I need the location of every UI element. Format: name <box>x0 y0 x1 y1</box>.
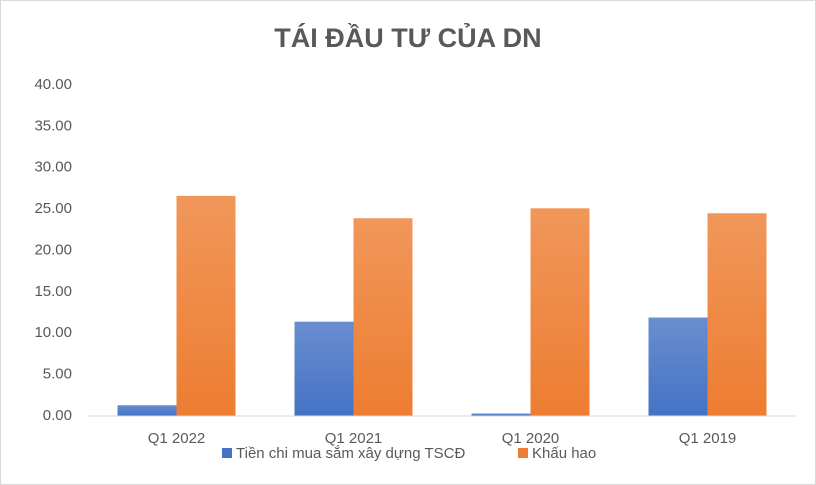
y-tick-label: 20.00 <box>34 241 72 258</box>
bar <box>530 208 590 416</box>
bar <box>707 213 767 416</box>
y-tick-label: 15.00 <box>34 283 72 300</box>
y-tick-label: 5.00 <box>43 366 72 383</box>
legend-swatch <box>518 448 528 458</box>
y-tick-label: 40.00 <box>34 76 72 93</box>
y-tick-label: 10.00 <box>34 324 72 341</box>
y-tick-label: 0.00 <box>43 407 72 424</box>
bar <box>471 413 531 416</box>
y-tick-label: 35.00 <box>34 117 72 134</box>
bar <box>294 321 354 416</box>
legend-label: Khấu hao <box>532 445 596 462</box>
bar <box>117 405 177 416</box>
x-tick-label: Q1 2021 <box>325 430 383 447</box>
y-tick-label: 25.00 <box>34 200 72 217</box>
x-tick-label: Q1 2020 <box>502 430 560 447</box>
y-tick-label: 30.00 <box>34 159 72 176</box>
legend-swatch <box>222 448 232 458</box>
x-tick-label: Q1 2019 <box>679 430 737 447</box>
legend-label: Tiền chi mua sắm xây dựng TSCĐ <box>236 445 465 462</box>
bar <box>353 218 413 416</box>
bar <box>176 195 236 416</box>
chart-title: TÁI ĐẦU TƯ CỦA DN <box>274 21 541 53</box>
x-tick-label: Q1 2022 <box>148 430 206 447</box>
bar <box>648 317 708 416</box>
